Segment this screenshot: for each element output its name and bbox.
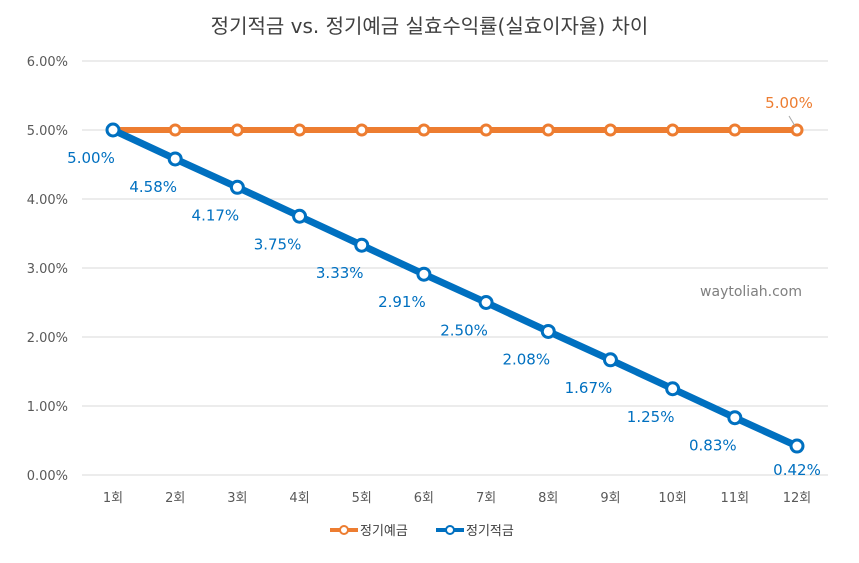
data-point-marker[interactable] <box>541 123 555 137</box>
x-tick-label: 3회 <box>227 491 247 506</box>
data-point-marker[interactable] <box>292 208 308 224</box>
legend-swatch-marker[interactable] <box>339 525 349 535</box>
data-point-marker[interactable] <box>665 381 681 397</box>
data-label: 2.08% <box>502 350 550 368</box>
data-point-marker[interactable] <box>790 123 804 137</box>
data-point-marker[interactable] <box>666 123 680 137</box>
data-point-marker[interactable] <box>230 123 244 137</box>
legend[interactable]: 정기예금 정기적금 <box>330 524 514 539</box>
data-label: 3.33% <box>316 264 364 282</box>
data-label: 0.83% <box>689 437 737 455</box>
x-tick-label: 7회 <box>476 491 496 506</box>
x-tick-label: 11회 <box>721 491 750 506</box>
data-point-marker[interactable] <box>354 237 370 253</box>
y-tick-label: 2.00% <box>27 331 68 346</box>
x-tick-label: 10회 <box>658 491 687 506</box>
data-point-marker[interactable] <box>603 123 617 137</box>
x-axis: 1회 2회 3회 4회 5회 6회 7회 8회 9회 10회 11회 12회 <box>103 491 811 506</box>
y-tick-label: 3.00% <box>27 262 68 277</box>
data-point-marker[interactable] <box>168 123 182 137</box>
data-label: 1.25% <box>627 408 675 426</box>
data-label: 5.00% <box>67 149 115 167</box>
data-point-marker[interactable] <box>478 295 494 310</box>
data-point-marker[interactable] <box>479 123 493 137</box>
data-point-marker[interactable] <box>416 266 432 282</box>
data-labels: 5.00% 5.00% 4.58% 4.17% 3.75% 3.33% 2.91% 2.50%… <box>67 94 821 479</box>
data-point-marker[interactable] <box>293 123 307 137</box>
data-point-marker[interactable] <box>355 123 369 137</box>
series-layer <box>105 122 805 454</box>
data-point-marker[interactable] <box>540 323 556 339</box>
data-point-marker[interactable] <box>728 123 742 137</box>
x-tick-label: 8회 <box>538 491 558 506</box>
data-point-marker[interactable] <box>229 179 245 195</box>
x-tick-label: 6회 <box>414 491 434 506</box>
data-label: 0.42% <box>773 461 821 479</box>
data-label: 2.50% <box>440 322 488 340</box>
data-label: 4.58% <box>129 178 177 196</box>
x-tick-label: 12회 <box>783 491 812 506</box>
data-label: 5.00% <box>765 94 813 112</box>
x-tick-label: 5회 <box>352 491 372 506</box>
y-axis: 0.00% 1.00% 2.00% 3.00% 4.00% 5.00% 6.00% <box>27 55 68 484</box>
data-label: 1.67% <box>565 379 613 397</box>
x-tick-label: 4회 <box>289 491 309 506</box>
y-tick-label: 5.00% <box>27 124 68 139</box>
data-label: 2.91% <box>378 293 426 311</box>
data-point-marker[interactable] <box>105 122 121 138</box>
x-tick-label: 1회 <box>103 491 123 506</box>
chart-title: 정기적금 vs. 정기예금 실효수익률(실효이자율) 차이 <box>211 14 649 38</box>
grid-lines <box>82 60 828 476</box>
watermark-annotation: waytoliah.com <box>700 284 802 300</box>
data-point-marker[interactable] <box>167 151 183 167</box>
x-tick-label: 2회 <box>165 491 185 506</box>
y-tick-label: 1.00% <box>27 400 68 415</box>
label-leader-line <box>788 115 796 127</box>
legend-entry-deposit[interactable]: 정기예금 <box>360 524 408 539</box>
data-point-marker[interactable] <box>789 438 805 454</box>
data-point-marker[interactable] <box>602 352 618 368</box>
legend-entry-savings[interactable]: 정기적금 <box>466 524 514 539</box>
x-tick-label: 9회 <box>600 491 620 506</box>
series-line-savings <box>109 126 801 450</box>
data-label: 4.17% <box>192 206 240 224</box>
data-label: 3.75% <box>254 235 302 253</box>
y-tick-label: 4.00% <box>27 193 68 208</box>
data-point-marker[interactable] <box>417 123 431 137</box>
y-tick-label: 0.00% <box>27 469 68 484</box>
y-tick-label: 6.00% <box>27 55 68 70</box>
data-point-marker[interactable] <box>727 410 743 426</box>
legend-swatch-marker[interactable] <box>445 525 455 535</box>
